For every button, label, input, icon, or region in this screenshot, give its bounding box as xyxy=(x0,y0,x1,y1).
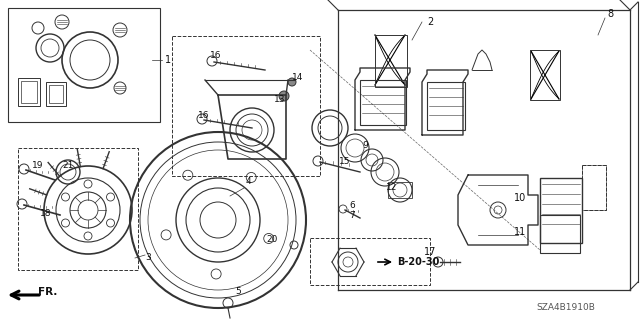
Text: 20: 20 xyxy=(266,235,278,244)
Text: 16: 16 xyxy=(198,110,210,120)
Bar xyxy=(427,82,465,130)
Text: 6: 6 xyxy=(349,202,355,211)
Bar xyxy=(540,178,582,243)
Bar xyxy=(49,85,63,103)
Text: 17: 17 xyxy=(424,247,436,257)
Text: FR.: FR. xyxy=(38,287,58,297)
Bar xyxy=(540,215,580,253)
Text: 11: 11 xyxy=(514,227,526,237)
Text: SZA4B1910B: SZA4B1910B xyxy=(536,303,595,313)
Bar xyxy=(360,80,406,125)
Bar xyxy=(582,165,606,210)
Bar xyxy=(582,165,606,210)
Bar xyxy=(172,36,320,176)
Bar xyxy=(530,50,560,100)
Text: 14: 14 xyxy=(292,73,304,83)
Text: 1: 1 xyxy=(165,55,171,65)
Bar xyxy=(18,78,40,106)
Text: 4: 4 xyxy=(245,177,251,187)
Text: 7: 7 xyxy=(349,211,355,220)
Text: 2: 2 xyxy=(427,17,433,27)
Text: 3: 3 xyxy=(145,254,151,263)
Bar xyxy=(310,238,430,285)
Text: 8: 8 xyxy=(607,9,613,19)
Circle shape xyxy=(288,78,296,86)
Text: 13: 13 xyxy=(275,95,285,105)
Text: B-20-30: B-20-30 xyxy=(397,257,439,267)
Bar xyxy=(46,82,66,106)
Text: 9: 9 xyxy=(362,140,368,150)
Bar xyxy=(21,81,37,103)
Bar xyxy=(18,148,138,270)
Text: 19: 19 xyxy=(32,160,44,169)
Text: 10: 10 xyxy=(514,193,526,203)
Text: 16: 16 xyxy=(211,51,221,61)
Bar xyxy=(375,35,407,87)
Bar xyxy=(8,8,160,122)
Text: 15: 15 xyxy=(339,158,351,167)
Bar xyxy=(388,182,412,198)
Text: 21: 21 xyxy=(62,160,74,169)
Text: 12: 12 xyxy=(387,183,397,192)
Circle shape xyxy=(279,91,289,101)
Text: 18: 18 xyxy=(40,210,52,219)
Text: 5: 5 xyxy=(235,287,241,296)
